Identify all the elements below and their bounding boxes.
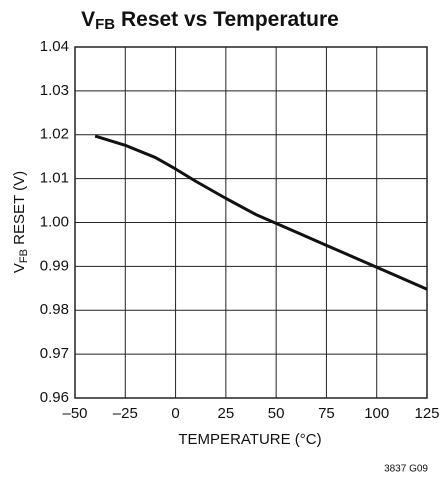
- x-tick-label: 25: [218, 405, 235, 422]
- x-axis-label: TEMPERATURE (°C): [178, 431, 321, 448]
- x-tick-label: 0: [171, 405, 179, 422]
- x-tick-label: –50: [62, 405, 87, 422]
- ylabel-part: V: [11, 263, 28, 273]
- title-part: V: [81, 8, 95, 31]
- figure-note: 3837 G09: [384, 464, 428, 475]
- y-tick-label: 0.97: [40, 345, 69, 362]
- x-tick-label: 75: [318, 405, 335, 422]
- title-sub: FB: [95, 16, 115, 33]
- ylabel-sub: FB: [18, 249, 30, 263]
- x-tick-label: 50: [268, 405, 285, 422]
- title-part: Reset vs Temperature: [115, 8, 339, 31]
- y-tick-label: 0.96: [40, 389, 69, 406]
- y-tick-label: 1.01: [40, 170, 69, 187]
- chart-title: VFB Reset vs Temperature: [81, 8, 339, 33]
- ylabel-part: RESET (V): [11, 171, 28, 249]
- y-tick-label: 1.02: [40, 126, 69, 143]
- y-tick-label: 1.03: [40, 82, 69, 99]
- x-tick-label: 125: [414, 405, 439, 422]
- y-tick-label: 0.99: [40, 257, 69, 274]
- y-tick-label: 1.00: [40, 213, 69, 230]
- y-axis-label: VFB RESET (V): [11, 171, 30, 273]
- y-tick-label: 1.04: [40, 38, 69, 55]
- data-line: [94, 134, 428, 291]
- y-tick-label: 0.98: [40, 301, 69, 318]
- x-tick-label: –25: [113, 405, 138, 422]
- x-tick-label: 100: [364, 405, 389, 422]
